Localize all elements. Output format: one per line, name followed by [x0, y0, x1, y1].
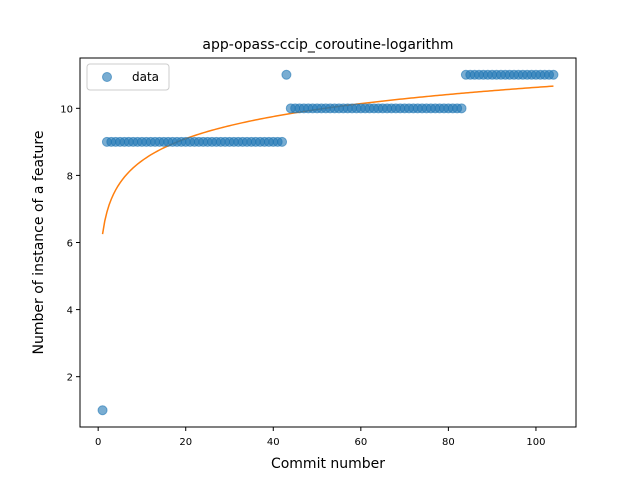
y-tick-label: 6 [67, 239, 73, 250]
y-tick-label: 2 [67, 373, 73, 384]
data-point [548, 69, 559, 80]
axis-ticks: 0 20 40 60 80 100 2 4 6 8 10 [60, 104, 545, 448]
legend-box [86, 63, 170, 91]
y-tick-label: 4 [67, 306, 73, 317]
x-axis-label: Commit number [271, 456, 385, 472]
legend: data [86, 63, 170, 91]
y-axis-label: Number of instance of a feature [31, 131, 47, 355]
y-tick-label: 8 [67, 171, 73, 182]
legend-label-data: data [132, 70, 159, 84]
data-point [281, 69, 292, 80]
x-tick-label: 80 [442, 437, 455, 448]
x-tick-label: 0 [95, 437, 101, 448]
data-point [97, 405, 108, 416]
x-tick-label: 40 [267, 437, 280, 448]
plot-area [97, 69, 559, 416]
data-point [277, 136, 288, 147]
x-tick-label: 20 [179, 437, 192, 448]
legend-marker-data [102, 72, 112, 82]
x-tick-label: 100 [526, 437, 545, 448]
x-tick-label: 60 [354, 437, 367, 448]
data-point [456, 103, 467, 114]
y-tick-label: 10 [60, 104, 73, 115]
chart-title: app-opass-ccip_coroutine-logarithm [202, 37, 453, 53]
